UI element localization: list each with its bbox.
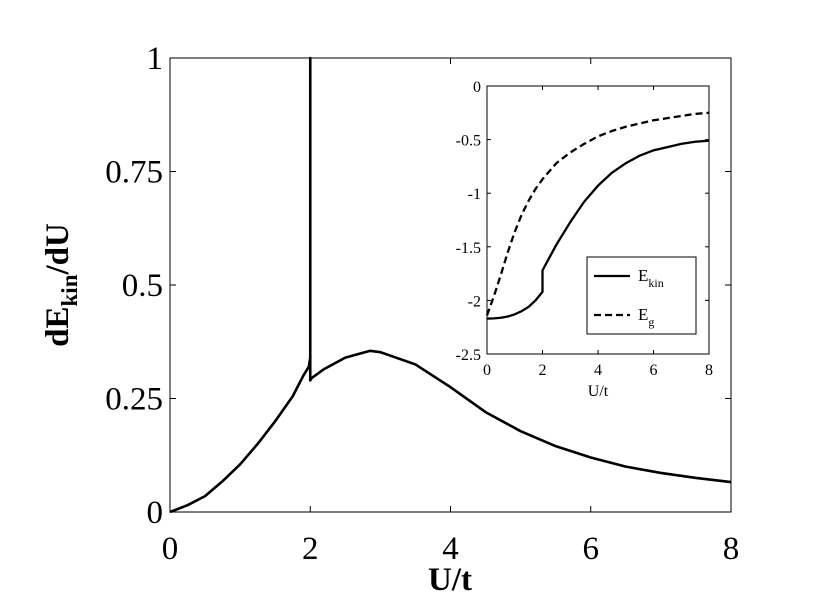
main-x-tick-label: 2 <box>302 531 319 567</box>
inset-x-tick-label: 0 <box>483 362 491 379</box>
inset-x-ticks: 0 2 4 6 8 <box>483 86 713 379</box>
main-y-tick-label: 0 <box>147 495 164 531</box>
legend-box <box>586 256 697 335</box>
inset-axes: 0 2 4 6 8 0 -0.5 -1 -1.5 -2 -2.5 U/t Ekin Eg <box>456 79 713 400</box>
main-x-axis-label: U/t <box>428 562 472 598</box>
legend-label-ekin-main: E <box>638 266 648 285</box>
inset-y-tick-label: -2 <box>468 293 481 310</box>
main-y-ticks: 0 0.25 0.5 0.75 1 <box>105 41 731 531</box>
inset-x-axis-label: U/t <box>588 383 609 400</box>
main-x-tick-label: 6 <box>583 531 600 567</box>
main-y-tick-label: 0.75 <box>105 155 163 191</box>
main-y-axis-label-main: dE <box>40 306 76 346</box>
inset-x-tick-label: 6 <box>650 362 658 379</box>
legend-label-eg-subscript: g <box>648 315 654 329</box>
main-y-tick-label: 0.25 <box>105 382 163 418</box>
main-series-line <box>169 56 732 514</box>
legend-label-eg-main: E <box>638 305 648 324</box>
inset-y-tick-label: -2.5 <box>456 347 481 364</box>
main-y-axis-label: dEkin/dU <box>40 223 82 347</box>
legend-label-ekin: Ekin <box>638 266 664 290</box>
main-x-tick-label: 0 <box>162 531 179 567</box>
inset-y-tick-label: -1 <box>468 186 481 203</box>
main-x-ticks: 0 2 4 6 8 <box>162 58 740 567</box>
inset-x-tick-label: 4 <box>594 362 602 379</box>
legend-label-eg: Eg <box>638 305 654 329</box>
inset-series-line-ekin <box>486 139 710 320</box>
inset-y-tick-label: -1.5 <box>456 240 481 257</box>
main-y-tick-label: 1 <box>147 41 164 77</box>
main-x-tick-label: 8 <box>723 531 740 567</box>
inset-y-tick-label: 0 <box>473 79 481 96</box>
main-y-axis-label-subscript: kin <box>57 274 82 306</box>
legend-label-ekin-subscript: kin <box>648 276 663 290</box>
inset-y-tick-label: -0.5 <box>456 133 481 150</box>
main-y-axis-label-suffix: /dU <box>40 223 76 276</box>
main-x-tick-label: 4 <box>442 531 459 567</box>
inset-x-tick-label: 8 <box>705 362 713 379</box>
inset-legend: Ekin Eg <box>586 256 697 335</box>
main-y-tick-label: 0.5 <box>122 268 163 304</box>
inset-y-ticks: 0 -0.5 -1 -1.5 -2 -2.5 <box>456 79 709 364</box>
inset-x-tick-label: 2 <box>539 362 547 379</box>
